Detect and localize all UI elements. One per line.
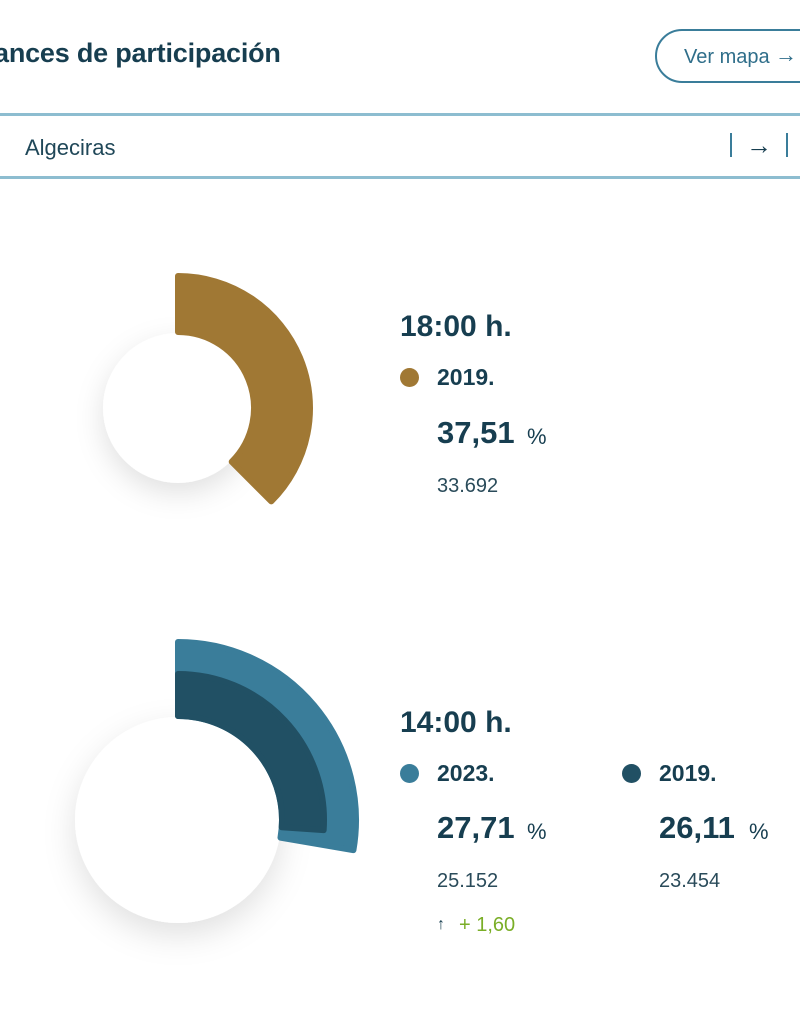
donut-arc-2019 <box>175 273 313 505</box>
voter-count-2019: 23.454 <box>659 870 721 892</box>
percent-unit: % <box>527 819 547 844</box>
participation-chart-1400 <box>75 639 359 923</box>
percent-value-2019: 26,11 <box>659 810 735 845</box>
legend-dot-2023 <box>400 764 419 783</box>
legend-dot-2019 <box>400 368 419 387</box>
voter-count-2023: 25.152 <box>437 870 499 892</box>
chart-center <box>75 717 281 923</box>
participation-delta: + 1,60 <box>459 914 516 936</box>
percent-unit: % <box>749 819 769 844</box>
page-title: ances de participación <box>0 38 281 68</box>
divider-left <box>730 133 732 157</box>
chart-center <box>103 333 253 483</box>
municipality-name: Algeciras <box>25 135 116 160</box>
municipality-go-button[interactable]: → <box>730 130 792 162</box>
view-map-label: Ver mapa <box>684 46 770 68</box>
legend-year-2019: 2019. <box>659 760 717 786</box>
municipality-bar: Algeciras → <box>0 113 800 179</box>
time-label-1400: 14:00 h. <box>400 706 512 739</box>
legend-year-2019: 2019. <box>437 364 495 390</box>
percent-value-2019: 37,51 <box>437 415 515 450</box>
percent-unit: % <box>527 424 547 449</box>
arrow-right-icon: → <box>775 42 797 67</box>
view-map-button[interactable]: Ver mapa → <box>655 29 800 83</box>
legend-year-2023: 2023. <box>437 760 495 786</box>
legend-dot-2019 <box>622 764 641 783</box>
donut-arc-2019 <box>175 671 327 834</box>
percent-value-2023: 27,71 <box>437 810 515 845</box>
arrow-right-icon: → <box>746 130 772 160</box>
voter-count-2019: 33.692 <box>437 475 499 497</box>
divider-right <box>786 133 788 157</box>
participation-chart-1800 <box>103 273 313 505</box>
time-label-1800: 18:00 h. <box>400 310 512 343</box>
arrow-up-icon: ↑ <box>437 916 445 933</box>
